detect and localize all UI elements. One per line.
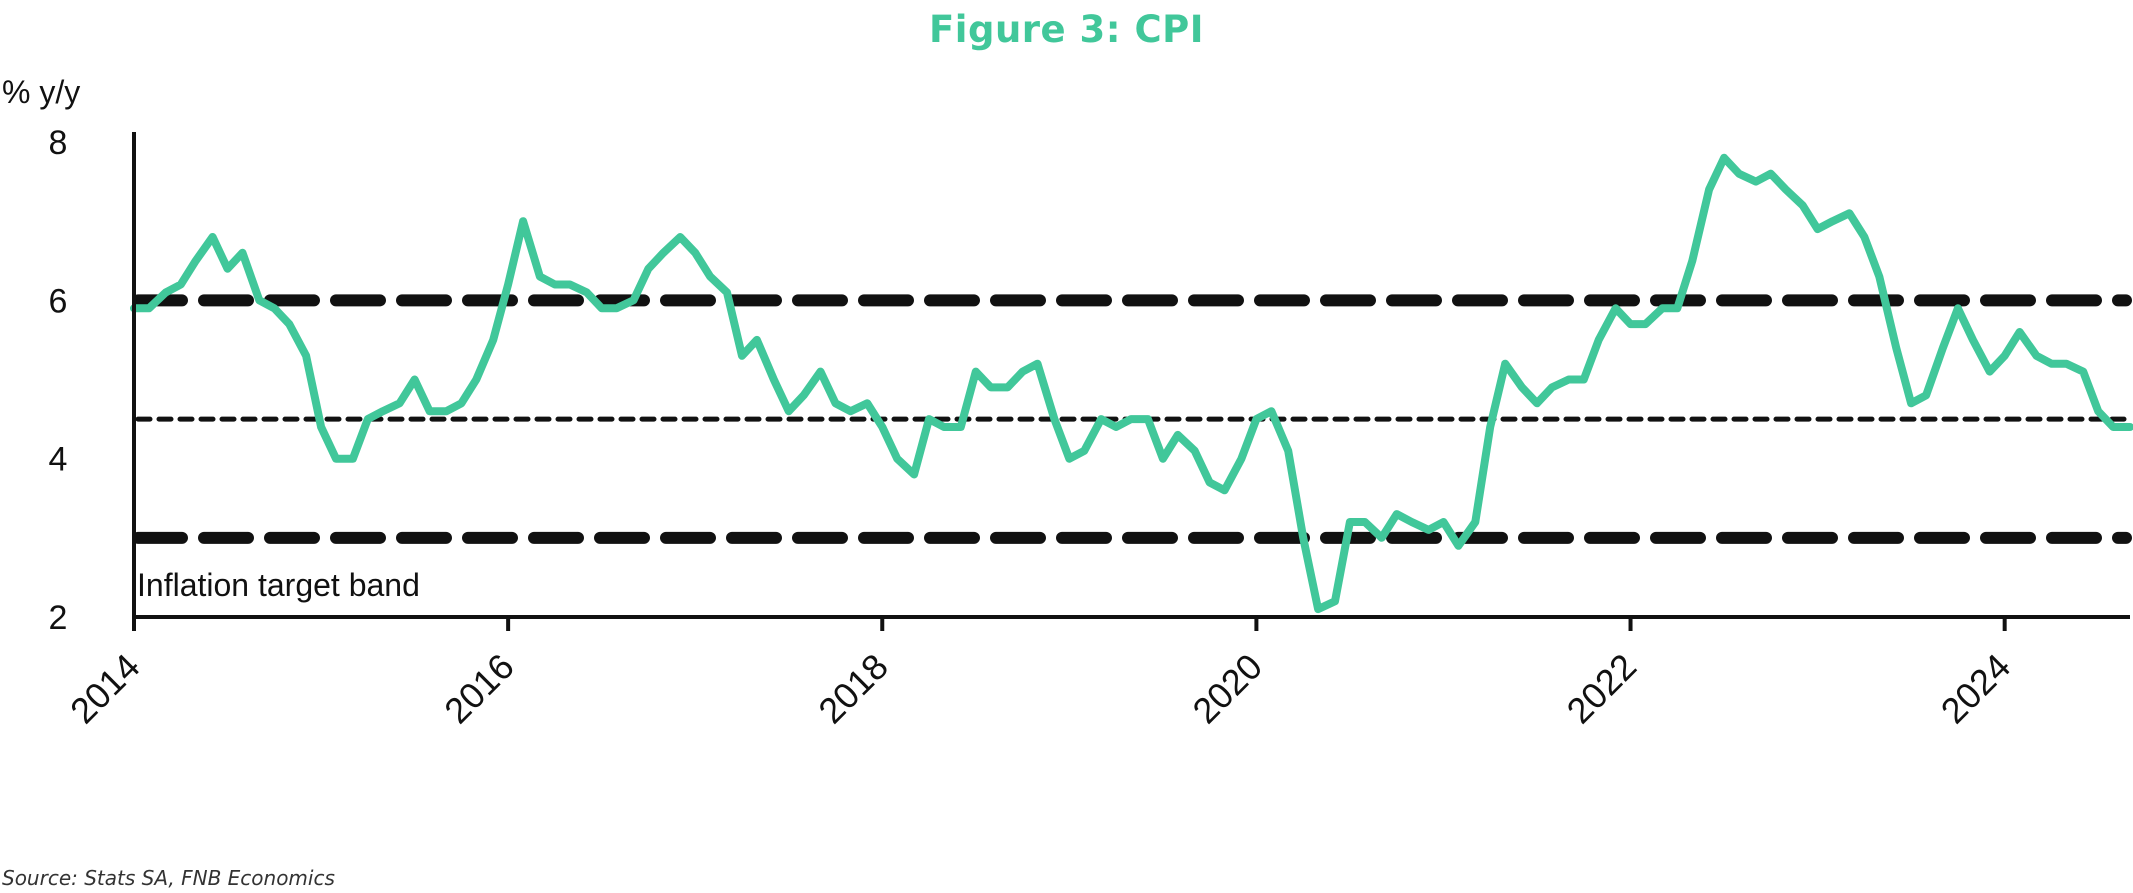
cpi-series-line xyxy=(130,153,2133,614)
chart-title: Figure 3: CPI xyxy=(929,8,1204,51)
x-tick-label: 2016 xyxy=(436,646,522,732)
y-axis-unit-label: % y/y xyxy=(2,74,81,110)
axes xyxy=(132,132,2130,631)
x-tick-label: 2014 xyxy=(62,646,148,732)
inflation-target-band-label: Inflation target band xyxy=(137,567,420,603)
y-tick-label: 8 xyxy=(49,124,68,162)
y-tick-label: 2 xyxy=(49,599,68,637)
x-tick-label: 2024 xyxy=(1933,646,2019,732)
y-tick-labels: 2 4 6 8 xyxy=(49,124,68,637)
x-tick-label: 2022 xyxy=(1559,646,1645,732)
x-tick-label: 2020 xyxy=(1184,646,1270,732)
source-note: Source: Stats SA, FNB Economics xyxy=(2,866,335,890)
y-tick-label: 4 xyxy=(49,441,68,479)
x-tick-label: 2018 xyxy=(810,646,896,732)
y-tick-label: 6 xyxy=(49,282,68,320)
x-tick-labels: 2014 2016 2018 2020 2022 2024 xyxy=(62,646,2018,732)
